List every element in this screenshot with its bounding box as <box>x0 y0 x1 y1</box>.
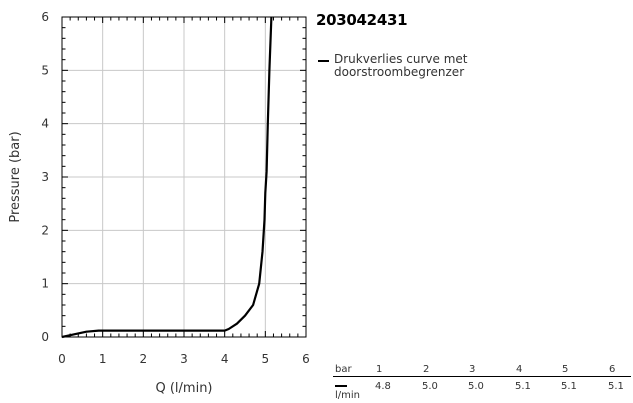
table-bar-label: bar <box>335 364 352 375</box>
table-bar-cell: 2 <box>423 364 430 375</box>
x-tick-label: 2 <box>140 352 148 366</box>
y-tick-label: 6 <box>41 10 49 24</box>
table-flow-cell: 5.1 <box>608 381 624 392</box>
table-bar-cell: 1 <box>376 364 383 375</box>
series-line <box>61 16 273 339</box>
x-tick-label: 0 <box>58 352 66 366</box>
x-tick-label: 4 <box>221 352 229 366</box>
x-tick-label: 1 <box>99 352 107 366</box>
x-tick-labels: 0 1 2 3 4 5 6 <box>58 352 310 366</box>
axis-ticks <box>61 16 307 338</box>
table-bar-cell: 3 <box>469 364 476 375</box>
table-bar-cell: 5 <box>562 364 569 375</box>
y-tick-label: 2 <box>41 223 49 237</box>
table-unit-swatch <box>335 385 347 387</box>
table-flow-cell: 5.1 <box>561 381 577 392</box>
legend-line-swatch <box>318 60 329 62</box>
chart-title: 203042431 <box>316 11 408 29</box>
legend-label: Drukverlies curve met doorstroombegrenze… <box>334 52 468 79</box>
table-flow-cell: 5.0 <box>422 381 438 392</box>
y-tick-label: 4 <box>41 117 49 131</box>
table-bar-cell: 4 <box>516 364 523 375</box>
table-flow-cell: 4.8 <box>375 381 391 392</box>
y-tick-label: 0 <box>41 330 49 344</box>
table-bar-cell: 6 <box>609 364 616 375</box>
y-axis-label: Pressure (bar) <box>8 131 23 222</box>
y-tick-label: 3 <box>41 170 49 184</box>
table-flow-cell: 5.1 <box>515 381 531 392</box>
x-tick-label: 5 <box>262 352 270 366</box>
table-flow-cell: 5.0 <box>468 381 484 392</box>
y-tick-label: 1 <box>41 277 49 291</box>
x-axis-label: Q (l/min) <box>155 381 212 396</box>
x-tick-label: 6 <box>302 352 310 366</box>
y-tick-labels: 0 1 2 3 4 5 6 <box>41 10 49 344</box>
table-unit-label: l/min <box>335 390 361 401</box>
x-tick-label: 3 <box>180 352 188 366</box>
table-rule <box>333 376 631 377</box>
y-tick-label: 5 <box>41 63 49 77</box>
